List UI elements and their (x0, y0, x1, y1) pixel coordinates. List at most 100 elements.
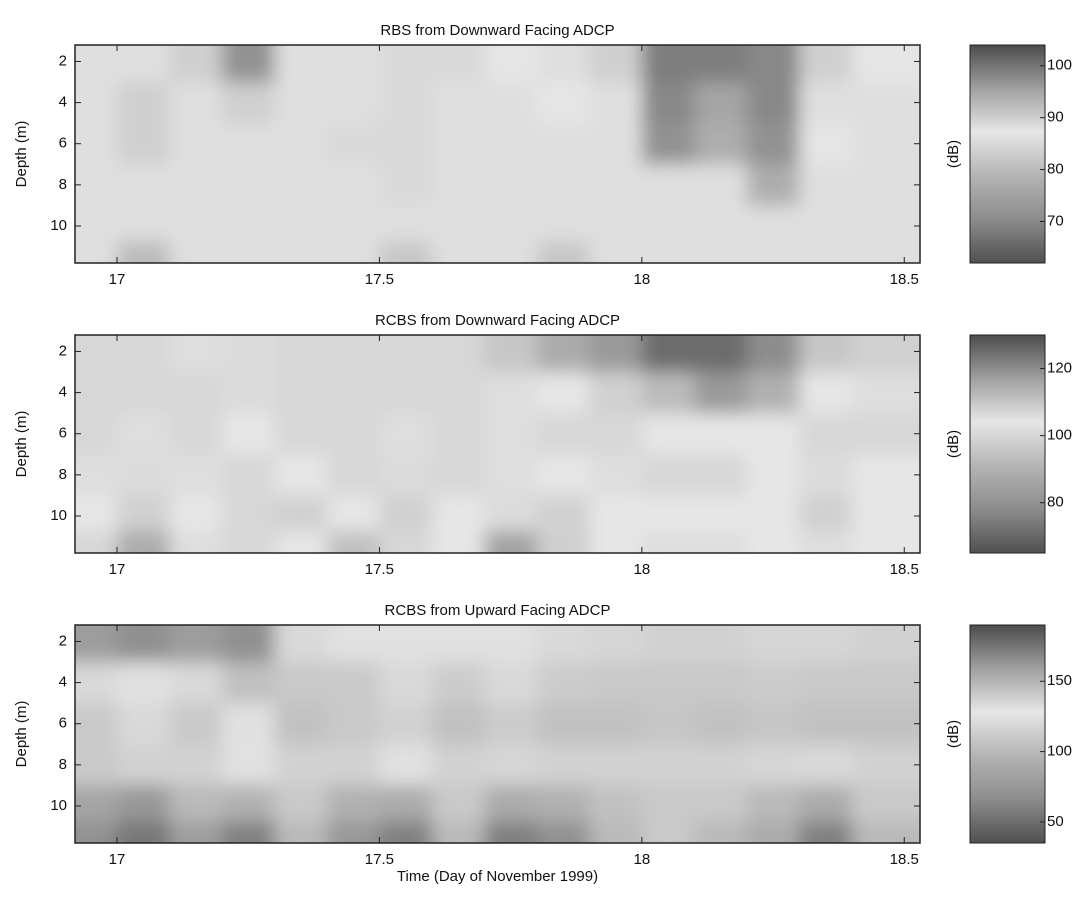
cell (274, 82, 328, 124)
y-tick-label: 8 (59, 176, 67, 193)
cell (75, 164, 118, 206)
cell (484, 662, 538, 704)
cell (641, 82, 695, 124)
cell (326, 625, 380, 663)
x-tick-label: 18 (633, 271, 650, 288)
cell (379, 495, 433, 532)
cell (589, 495, 643, 532)
cell (169, 123, 223, 165)
cell (746, 662, 800, 704)
cell (326, 164, 380, 206)
y-axis-label: Depth (m) (13, 121, 30, 188)
colorbar-tick-label: 150 (1047, 672, 1072, 689)
cell (589, 821, 643, 843)
cell (116, 625, 170, 663)
cell (75, 625, 118, 663)
colorbar-tick-label: 80 (1047, 494, 1064, 511)
cell (799, 413, 853, 455)
panel-title: RCBS from Upward Facing ADCP (385, 602, 611, 619)
cell (746, 703, 800, 745)
cell (431, 205, 485, 242)
cell (221, 454, 275, 496)
cell (799, 335, 853, 373)
cell (694, 123, 748, 165)
cell (694, 413, 748, 455)
x-tick-label: 17.5 (365, 271, 394, 288)
cell (116, 821, 170, 843)
cell (799, 164, 853, 206)
x-tick-label: 17 (109, 271, 126, 288)
cell (484, 454, 538, 496)
colorbar-tick-label: 120 (1047, 360, 1072, 377)
colorbar-tick-label: 100 (1047, 743, 1072, 760)
cell (169, 241, 223, 263)
cell (536, 703, 590, 745)
colorbar-label: (dB) (945, 140, 962, 168)
cell (746, 531, 800, 553)
cell (116, 531, 170, 553)
x-tick-label: 17.5 (365, 851, 394, 868)
cell (169, 625, 223, 663)
cell (589, 335, 643, 373)
cell (694, 372, 748, 414)
cell (326, 454, 380, 496)
cell (484, 821, 538, 843)
cell (221, 45, 275, 83)
cell (274, 821, 328, 843)
cell (851, 82, 920, 124)
cell (221, 821, 275, 843)
y-tick-label: 4 (59, 94, 67, 111)
cell (274, 45, 328, 83)
colorbar-tick-label: 70 (1047, 212, 1064, 229)
cell (484, 785, 538, 822)
cell (169, 744, 223, 786)
cell (536, 495, 590, 532)
cell (799, 82, 853, 124)
cell (169, 205, 223, 242)
cell (221, 625, 275, 663)
cell (431, 164, 485, 206)
cell (536, 785, 590, 822)
cell (431, 625, 485, 663)
cell (694, 495, 748, 532)
cell (169, 785, 223, 822)
cell (116, 785, 170, 822)
cell (169, 164, 223, 206)
cell (326, 662, 380, 704)
cell (851, 123, 920, 165)
cell (221, 531, 275, 553)
cell (694, 785, 748, 822)
cell (589, 662, 643, 704)
colorbar-label: (dB) (945, 430, 962, 458)
cell (536, 205, 590, 242)
cell (274, 785, 328, 822)
cell (326, 241, 380, 263)
cell (851, 625, 920, 663)
heatmap-cells (75, 45, 920, 263)
cell (484, 241, 538, 263)
cell (169, 413, 223, 455)
heatmap-cells (75, 335, 920, 553)
cell (169, 662, 223, 704)
cell (169, 45, 223, 83)
cell (75, 785, 118, 822)
x-tick-label: 17.5 (365, 561, 394, 578)
cell (326, 372, 380, 414)
y-tick-label: 6 (59, 425, 67, 442)
cell (274, 413, 328, 455)
cell (746, 82, 800, 124)
cell (484, 205, 538, 242)
cell (536, 82, 590, 124)
cell (746, 335, 800, 373)
cell (851, 744, 920, 786)
cell (536, 454, 590, 496)
cell (326, 703, 380, 745)
cell (274, 335, 328, 373)
cell (641, 703, 695, 745)
cell (431, 335, 485, 373)
cell (589, 531, 643, 553)
y-tick-label: 6 (59, 715, 67, 732)
cell (484, 531, 538, 553)
cell (641, 495, 695, 532)
